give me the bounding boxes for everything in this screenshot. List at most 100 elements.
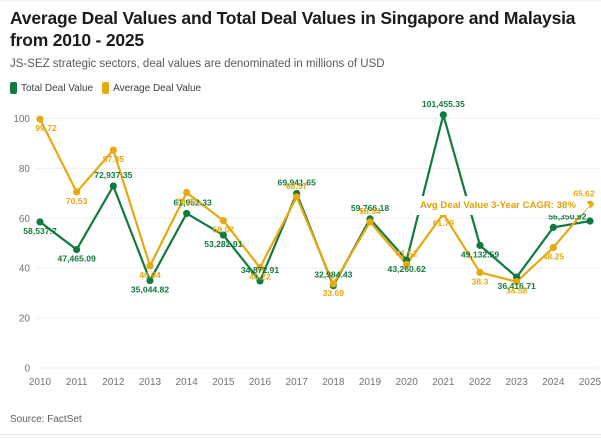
source-note: Source: FactSet: [10, 414, 82, 425]
y-axis-tick-label: 100: [13, 114, 30, 125]
data-point[interactable]: [109, 146, 117, 154]
data-point[interactable]: [109, 182, 117, 190]
data-label: 48.25: [543, 252, 565, 262]
data-label: 61,952.33: [174, 197, 212, 207]
series-lines: [38, 113, 592, 287]
data-point[interactable]: [476, 268, 484, 277]
x-axis-tick-label: 2011: [66, 377, 88, 388]
data-label: 53,282.91: [204, 239, 242, 249]
x-axis-tick-label: 2016: [249, 377, 272, 388]
x-axis-tick-label: 2024: [542, 377, 565, 388]
data-point[interactable]: [439, 111, 447, 119]
data-label: 43,260.62: [388, 264, 426, 274]
data-label: 101,455.35: [422, 100, 465, 109]
x-axis-tick-label: 2022: [469, 377, 492, 388]
data-point[interactable]: [293, 193, 301, 201]
data-label: 72,937.35: [94, 170, 132, 180]
data-label: 58,537.7: [23, 226, 57, 236]
x-axis-tick-label: 2012: [102, 377, 125, 388]
gridlines: [36, 117, 598, 369]
data-point[interactable]: [476, 241, 484, 250]
data-point[interactable]: [256, 277, 264, 285]
data-point[interactable]: [73, 188, 81, 196]
footer-divider: [0, 434, 601, 435]
x-axis-tick-label: 2014: [176, 377, 199, 388]
data-label: 34,872.91: [241, 265, 279, 275]
data-label: 40.94: [139, 270, 161, 280]
data-point[interactable]: [183, 188, 191, 197]
series-points: [36, 111, 594, 290]
data-label: 33.69: [323, 288, 345, 298]
data-point[interactable]: [403, 260, 411, 268]
data-point[interactable]: [36, 115, 44, 123]
x-axis-tick-label: 2015: [212, 377, 235, 388]
x-axis-tick-label: 2020: [396, 377, 419, 388]
y-axis-tick-label: 20: [19, 314, 31, 325]
legend-item-total-deal-value[interactable]: Total Deal Value: [10, 82, 93, 94]
legend-item-average-deal-value[interactable]: Average Deal Value: [102, 82, 201, 94]
data-label: 61.79: [433, 218, 455, 228]
series-line-average-deal-value: [38, 118, 592, 286]
data-label: 65.62: [573, 188, 595, 198]
data-label: 59,766.18: [351, 203, 389, 213]
data-label: 69,941.65: [278, 177, 316, 187]
data-label: 47,465.09: [58, 254, 96, 264]
data-point[interactable]: [146, 276, 154, 285]
data-point[interactable]: [366, 218, 374, 226]
x-axis-tick-label: 2025: [579, 377, 601, 388]
data-label: 56,350.92: [548, 211, 586, 221]
data-label: 38.3: [472, 276, 489, 286]
data-label: 58.54: [359, 206, 381, 216]
y-axis-tick-label: 40: [19, 264, 31, 275]
x-axis-tick-label: 2023: [506, 377, 529, 388]
data-point[interactable]: [256, 264, 264, 272]
x-axis-tick-label: 2013: [139, 377, 162, 388]
data-point[interactable]: [73, 245, 81, 254]
x-axis-tick-label: 2018: [322, 377, 345, 388]
x-axis-tick-label: 2021: [432, 377, 455, 388]
x-axis-tick-label: 2017: [286, 377, 309, 388]
data-label: 87.35: [103, 154, 125, 164]
data-label: 68.57: [286, 181, 308, 191]
data-label: 70.53: [66, 196, 88, 206]
data-label: 40.22: [249, 272, 271, 282]
y-axis-tick-label: 80: [19, 164, 31, 175]
data-point[interactable]: [513, 278, 521, 286]
data-label: 49,132.59: [461, 249, 499, 259]
y-axis-tick-label: 0: [24, 364, 30, 375]
chart-header: Average Deal Values and Total Deal Value…: [10, 8, 593, 72]
data-label: 59.07: [213, 225, 235, 235]
top-divider: [0, 0, 601, 2]
page-title: Average Deal Values and Total Deal Value…: [10, 8, 576, 50]
data-point[interactable]: [549, 244, 557, 252]
legend-swatch-icon: [10, 82, 17, 94]
data-point[interactable]: [146, 262, 154, 270]
data-label: 70.32: [176, 197, 198, 207]
cagr-annotation-badge: Avg Deal Value 3-Year CAGR: 38%: [410, 196, 590, 215]
x-axis-ticks: 2010 2011 2012 2013 2014 2015 2016 2017 2018 2019…: [29, 377, 601, 388]
data-point[interactable]: [219, 217, 227, 225]
y-axis-tick-label: 60: [19, 214, 31, 225]
plot-area: 0 20 40 60 80 100 2010 2011 2012 2013 2014 2015 201…: [0, 100, 601, 405]
legend-label: Total Deal Value: [21, 82, 94, 94]
data-label: 34.58: [506, 286, 528, 296]
x-axis-tick-label: 2019: [359, 377, 382, 388]
chart-legend: Total Deal Value Average Deal Value: [10, 82, 201, 94]
data-point[interactable]: [219, 231, 227, 239]
data-point[interactable]: [549, 223, 557, 231]
chart-subtitle: JS-SEZ strategic sectors, deal values ar…: [10, 58, 385, 71]
legend-label: Average Deal Value: [113, 82, 202, 94]
data-point[interactable]: [329, 280, 337, 288]
data-label: 41.52: [396, 248, 418, 258]
data-label: 99.72: [35, 123, 57, 133]
data-label: 32,984.43: [314, 270, 352, 280]
x-axis-tick-label: 2010: [29, 377, 52, 388]
data-point[interactable]: [36, 218, 44, 226]
data-point[interactable]: [586, 217, 594, 225]
data-point[interactable]: [183, 209, 191, 218]
legend-swatch-icon: [102, 82, 110, 94]
data-label: 35,044.82: [131, 285, 169, 295]
y-axis-ticks: 0 20 40 60 80 100: [13, 114, 30, 375]
